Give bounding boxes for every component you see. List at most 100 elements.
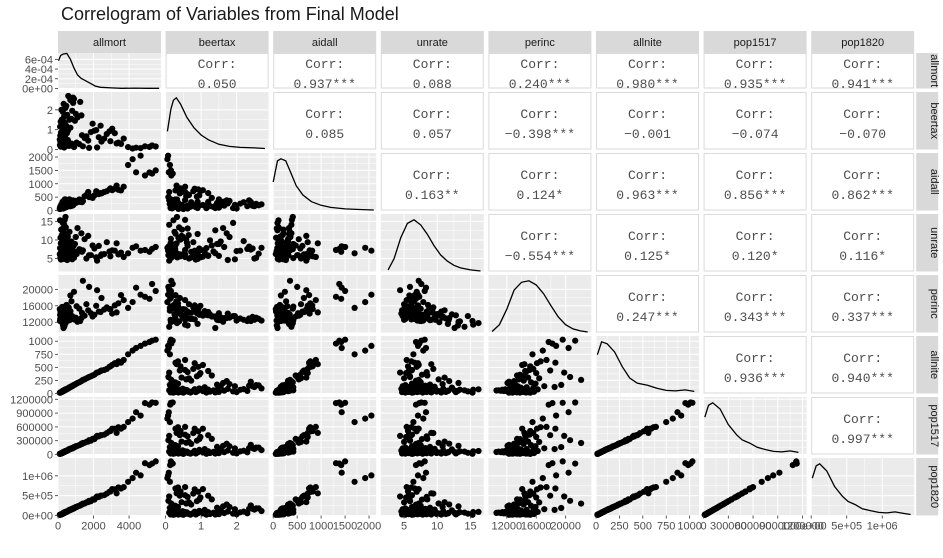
scatter-point [223, 501, 230, 508]
scatter-point [314, 429, 321, 436]
scatter-point [513, 383, 520, 390]
scatter-point [514, 496, 521, 503]
scatter-point [290, 240, 297, 248]
scatter-point [205, 190, 212, 197]
scatter-point [475, 320, 482, 327]
scatter-point [173, 386, 181, 393]
scatter-point [420, 475, 427, 482]
scatter-point [543, 484, 550, 491]
scatter-point [106, 128, 113, 135]
corr-label: Corr: [736, 229, 775, 244]
scatter-point [455, 442, 462, 449]
scatter-point [152, 287, 159, 295]
x-tick-label-pop1820: 0e+00 [796, 521, 827, 533]
corr-label: Corr: [628, 107, 667, 122]
scatter-point [336, 399, 343, 406]
scatter-point [137, 472, 144, 479]
scatter-point [231, 256, 238, 263]
scatter-point [137, 247, 144, 254]
scatter-point [510, 378, 518, 385]
scatter-point [169, 170, 176, 177]
scatter-point [401, 499, 408, 506]
scatter-point [735, 492, 742, 499]
scatter-point [203, 450, 210, 457]
scatter-point [111, 185, 118, 192]
scatter-point [332, 293, 340, 300]
scatter-point [414, 425, 422, 432]
scatter-point [67, 203, 74, 210]
scatter-point [59, 199, 66, 206]
y-tick-label-allmort: 4e-04 [25, 64, 53, 76]
scatter-point [167, 388, 174, 395]
scatter-point [362, 244, 369, 251]
scatter-point [78, 378, 85, 385]
scatter-point [182, 183, 189, 190]
scatter-point [125, 304, 132, 311]
scatter-point [67, 383, 74, 391]
scatter-point [669, 475, 676, 482]
scatter-point [519, 361, 526, 369]
strip-col-label-aidall: aidall [312, 37, 338, 49]
scatter-point [368, 247, 375, 254]
scatter-point [454, 449, 461, 456]
strip-col-beertax [165, 31, 269, 53]
scatter-point [561, 369, 568, 376]
x-tick-label-pop1517: 1200000 [781, 521, 824, 533]
scatter-point [258, 244, 265, 251]
scatter-point [406, 283, 414, 290]
scatter-point [59, 510, 66, 517]
strip-col-label-pop1517: pop1517 [734, 37, 777, 49]
corr-panel-aidall-pop1820 [811, 153, 915, 211]
scatter-point [522, 367, 529, 375]
scatter-point [79, 143, 86, 150]
scatter-point [164, 299, 171, 306]
corr-label: Corr: [843, 168, 882, 183]
scatter-point [776, 469, 783, 476]
corr-panel-allmort-unrate [380, 53, 484, 89]
scatter-point [520, 440, 527, 447]
scatter-point [578, 500, 585, 507]
x-tick-label-unrate: 10 [431, 521, 443, 533]
y-tick-label-pop1820: 5e+05 [22, 491, 53, 503]
y-tick-label-allnite: 1000 [29, 336, 53, 348]
scatter-point [182, 216, 189, 223]
scatter-point [470, 386, 477, 393]
scatter-point [67, 316, 74, 323]
scatter-point [419, 511, 426, 518]
scatter-point [125, 144, 132, 151]
corr-label: Corr: [305, 107, 344, 122]
scatter-point [543, 423, 550, 430]
strip-row-label-perinc: perinc [928, 289, 940, 319]
scatter-point [687, 460, 694, 467]
density-panel-allnite [596, 336, 699, 394]
scatter-point [272, 251, 279, 258]
scatter-point [615, 501, 622, 508]
scatter-point [351, 478, 358, 485]
scatter-point [240, 386, 247, 393]
scatter-point [461, 387, 468, 394]
scatter-point [652, 423, 660, 430]
scatter-point [285, 388, 292, 395]
scatter-point [446, 378, 453, 385]
scatter-point [422, 344, 430, 352]
scatter-point [197, 254, 204, 261]
scatter-point [303, 499, 310, 506]
scatter-point [518, 507, 525, 514]
scatter-point [103, 239, 110, 246]
scatter-point [185, 301, 193, 308]
y-tick-label-beertax: 1 [47, 125, 53, 137]
scatter-point [510, 501, 518, 508]
scatter-point [615, 440, 622, 447]
scatter-point [285, 319, 292, 326]
scatter-point [403, 423, 410, 430]
scatter-point [172, 187, 179, 194]
x-tick-label-allnite: 1000 [677, 521, 701, 533]
corr-panel-allmort-perinc [488, 53, 592, 89]
scatter-point [703, 510, 711, 517]
corr-panel-allnite-pop1820 [811, 336, 915, 394]
scatter-point [514, 435, 521, 442]
scatter-point [149, 399, 156, 406]
scatter-point [66, 116, 73, 123]
scatter-point [527, 511, 534, 518]
corr-panel-pop1517-pop1820 [811, 397, 915, 455]
